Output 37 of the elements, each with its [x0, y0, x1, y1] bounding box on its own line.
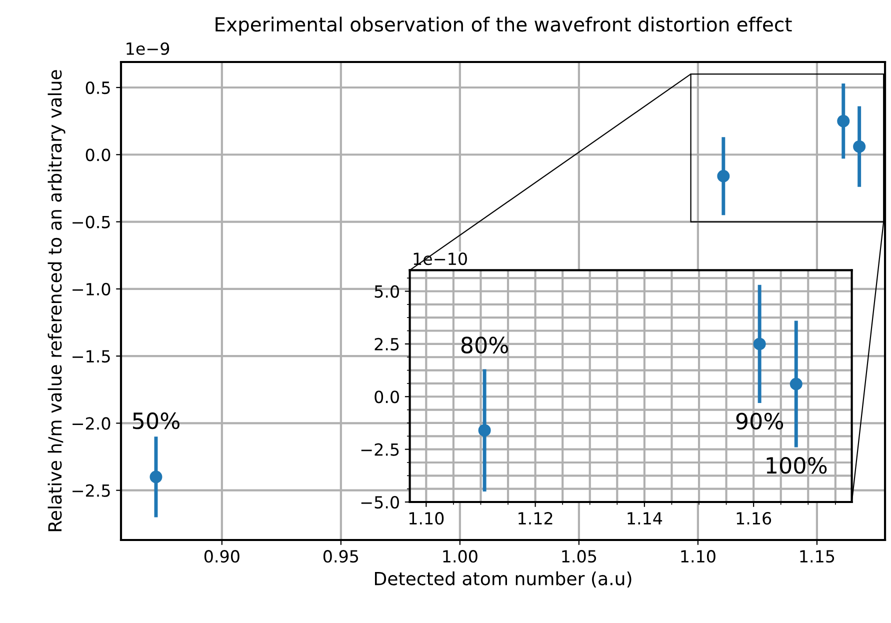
text: 1e−9: [126, 42, 170, 55]
annotation: 80%: [461, 336, 508, 354]
annotation: 100%: [766, 456, 827, 474]
y-tick-label: −2.0: [72, 417, 110, 430]
y-axis-title: Relative h/m value referenced to an arbitrary value: [48, 70, 66, 532]
y-tick-label: −1.0: [72, 282, 110, 296]
x-tick-label: 0.90: [204, 550, 240, 563]
point: [753, 338, 766, 350]
y-tick-label: −0.5: [72, 216, 110, 228]
y-tick-label: 0.5: [86, 81, 110, 94]
chart-title: Experimental observation of the wavefront distortion effect: [216, 16, 792, 36]
y-tick-label: 2.5: [374, 338, 399, 351]
y-tick-label: 0.0: [86, 148, 110, 162]
x-tick-label: 1.05: [562, 550, 596, 563]
x-tick-label: 1.00: [443, 550, 478, 563]
point: [790, 378, 802, 390]
y-tick-label: −1.5: [72, 350, 110, 363]
x-tick-label: 1.14: [628, 512, 662, 524]
y-tick-label: 0.0: [374, 390, 399, 404]
x-tick-label: 1.10: [681, 550, 716, 563]
y-tick-label: −5.0: [361, 496, 399, 509]
y-tick-label: 5.0: [374, 285, 399, 298]
point: [150, 470, 162, 484]
y-tick-label: −2.5: [361, 443, 399, 456]
x-tick-label: 1.10: [409, 512, 444, 525]
x-tick-label: 1.15: [800, 550, 834, 563]
point: [853, 140, 866, 153]
point: [478, 424, 491, 437]
x-tick-label: 1.12: [518, 512, 552, 524]
annotation: 90%: [736, 412, 784, 430]
annotation: 50%: [133, 412, 180, 430]
point: [837, 114, 850, 128]
y-tick-label: −2.5: [72, 484, 110, 497]
point: [717, 170, 730, 182]
x-axis-title: Detected atom number (a.u): [375, 571, 632, 588]
x-tick-label: 0.95: [323, 550, 358, 563]
x-tick-label: 1.16: [736, 512, 772, 525]
